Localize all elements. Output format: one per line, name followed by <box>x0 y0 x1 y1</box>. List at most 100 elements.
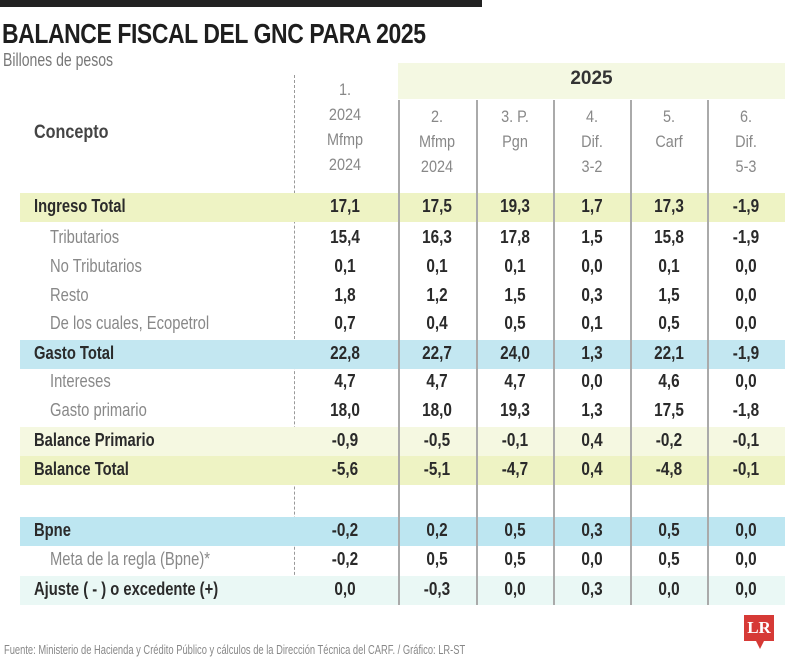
table-cell: 19,3 <box>500 400 530 420</box>
table-row: Ingreso Total 17,1 17,5 19,3 1,7 17,3 -1,9 <box>20 193 785 222</box>
table-cell: 17,5 <box>422 196 452 216</box>
row-label: Intereses <box>50 371 111 391</box>
table-cell: 0,0 <box>334 579 356 599</box>
table-cell: 0,1 <box>334 256 356 276</box>
table-row: Intereses 4,7 4,7 4,7 0,0 4,6 0,0 <box>20 368 785 397</box>
table-row: Tributarios 15,4 16,3 17,8 1,5 15,8 -1,9 <box>20 224 785 253</box>
row-label: Gasto primario <box>50 400 147 420</box>
table-cell: 0,0 <box>735 256 757 276</box>
table-cell: 0,5 <box>504 520 526 540</box>
table-cell: 0,5 <box>658 549 680 569</box>
table-cell: -0,5 <box>423 430 451 450</box>
table-cell: -5,6 <box>331 459 359 479</box>
table-cell: 0,0 <box>581 371 603 391</box>
table-cell: 15,8 <box>654 227 684 247</box>
chart-title: BALANCE FISCAL DEL GNC PARA 2025 <box>2 18 426 49</box>
table-cell: 22,8 <box>330 343 360 363</box>
chart-subtitle: Billones de pesos <box>3 50 114 70</box>
table-cell: 17,3 <box>654 196 684 216</box>
table-cell: 0,5 <box>504 313 526 333</box>
row-label: Gasto Total <box>34 343 115 363</box>
table-cell: -4,8 <box>655 459 683 479</box>
table-row: Meta de la regla (Bpne)* -0,2 0,5 0,5 0,0 0,5… <box>20 546 785 575</box>
table-cell: 1,3 <box>581 400 603 420</box>
table-cell: 0,0 <box>735 371 757 391</box>
table-cell: 1,3 <box>581 343 603 363</box>
column-header: 3. P. Pgn <box>501 107 529 151</box>
table-cell: 0,3 <box>581 579 603 599</box>
table-cell: -1,8 <box>732 400 760 420</box>
table-row: No Tributarios 0,1 0,1 0,1 0,0 0,1 0,0 <box>20 253 785 282</box>
row-label: Balance Total <box>34 459 129 479</box>
table-cell: 0,3 <box>581 520 603 540</box>
row-label: Resto <box>50 285 89 305</box>
table-cell: -0,3 <box>423 579 451 599</box>
row-label: Meta de la regla (Bpne)* <box>50 549 210 569</box>
table-cell: 1,7 <box>581 196 603 216</box>
row-label: Ajuste ( - ) o excedente (+) <box>34 579 219 599</box>
table-cell: -0,2 <box>331 520 359 540</box>
table-cell: 17,1 <box>330 196 360 216</box>
table-cell: 1,8 <box>334 285 356 305</box>
table-cell: -0,1 <box>732 430 760 450</box>
column-header: 1. 2024 Mfmp 2024 <box>326 80 364 174</box>
table-row: Gasto primario 18,0 18,0 19,3 1,3 17,5 -1,8 <box>20 397 785 426</box>
table-row: Resto 1,8 1,2 1,5 0,3 1,5 0,0 <box>20 282 785 311</box>
table-cell: 0,4 <box>581 430 603 450</box>
table-cell: 0,4 <box>426 313 448 333</box>
table-cell: -0,2 <box>655 430 683 450</box>
year-group-header: 2025 <box>570 68 613 89</box>
table-cell: 17,5 <box>654 400 684 420</box>
table-cell: 18,0 <box>422 400 452 420</box>
table-cell: 0,5 <box>658 313 680 333</box>
table-row: Gasto Total 22,8 22,7 24,0 1,3 22,1 -1,9 <box>20 340 785 369</box>
table-cell: 0,0 <box>735 520 757 540</box>
table-cell: 0,0 <box>581 256 603 276</box>
table-cell: -1,9 <box>732 343 760 363</box>
table-cell: 0,7 <box>334 313 356 333</box>
row-label: De los cuales, Ecopetrol <box>50 313 210 333</box>
table-row: Balance Total -5,6 -5,1 -4,7 0,4 -4,8 -0,1 <box>20 456 785 485</box>
table-cell: 0,5 <box>426 549 448 569</box>
year-header-band <box>398 63 785 99</box>
table-cell: 0,1 <box>658 256 680 276</box>
table-cell: -4,7 <box>501 459 529 479</box>
row-label: Tributarios <box>50 227 120 247</box>
row-header: Concepto <box>34 122 109 143</box>
column-header: 5. Carf <box>655 107 683 151</box>
table-row: Balance Primario -0,9 -0,5 -0,1 0,4 -0,2 -0,1 <box>20 427 785 456</box>
table-cell: 0,4 <box>581 459 603 479</box>
table-cell: 22,1 <box>654 343 684 363</box>
table-cell: 0,1 <box>504 256 526 276</box>
table-cell: -1,9 <box>732 196 760 216</box>
table-cell: 0,5 <box>658 520 680 540</box>
table-cell: 0,0 <box>581 549 603 569</box>
row-label: Balance Primario <box>34 430 155 450</box>
column-header: 6. Dif. 5-3 <box>735 107 757 176</box>
table-cell: 0,0 <box>658 579 680 599</box>
table-cell: 0,3 <box>581 285 603 305</box>
table-cell: 1,5 <box>581 227 603 247</box>
column-divider <box>553 100 555 605</box>
table-cell: 0,2 <box>426 520 448 540</box>
table-row: De los cuales, Ecopetrol 0,7 0,4 0,5 0,1 0,5 0… <box>20 310 785 339</box>
table-cell: 1,2 <box>426 285 448 305</box>
column-divider <box>707 100 709 605</box>
row-label: Ingreso Total <box>34 196 126 216</box>
column-header: 2. Mfmp 2024 <box>418 107 456 176</box>
table-cell: 17,8 <box>500 227 530 247</box>
table-cell: -0,1 <box>732 459 760 479</box>
source-note: Fuente: Ministerio de Hacienda y Crédito… <box>4 642 466 657</box>
table-cell: 0,0 <box>504 579 526 599</box>
table-cell: 15,4 <box>330 227 360 247</box>
table-cell: -0,2 <box>331 549 359 569</box>
table-cell: 0,0 <box>735 285 757 305</box>
table-cell: -0,9 <box>331 430 359 450</box>
table-cell: 4,7 <box>334 371 356 391</box>
table-cell: -5,1 <box>423 459 451 479</box>
table-cell: 0,0 <box>735 549 757 569</box>
table-row: Bpne -0,2 0,2 0,5 0,3 0,5 0,0 <box>20 517 785 546</box>
table-cell: 0,1 <box>426 256 448 276</box>
table-cell: 0,0 <box>735 579 757 599</box>
lr-logo: LR <box>744 615 774 649</box>
